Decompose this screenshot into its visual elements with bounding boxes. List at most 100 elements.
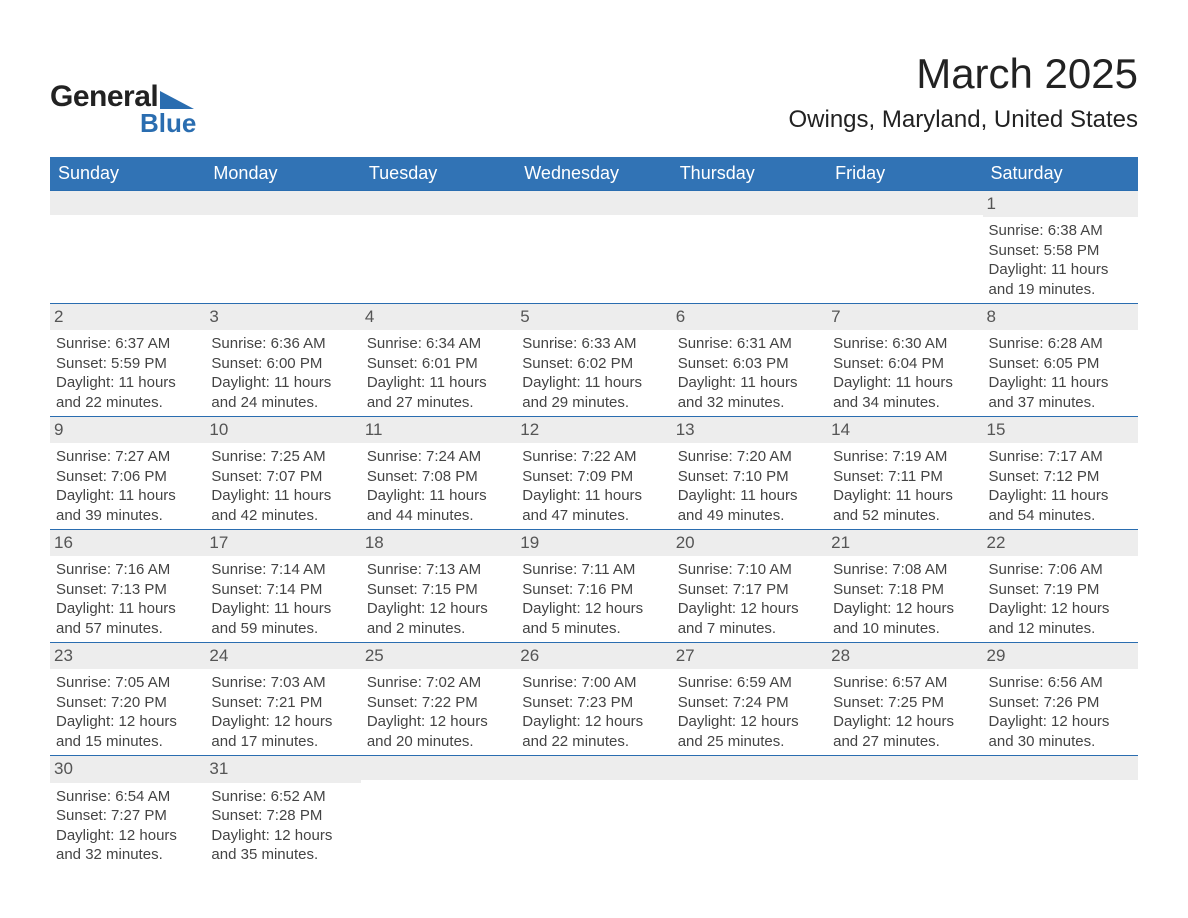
daylight-text: Daylight: 11 hours and 29 minutes. <box>522 373 665 412</box>
day-number <box>672 756 827 780</box>
day-number: 6 <box>672 304 827 330</box>
calendar-day: 12Sunrise: 7:22 AMSunset: 7:09 PMDayligh… <box>516 417 671 529</box>
sunrise-text: Sunrise: 6:56 AM <box>989 673 1132 693</box>
weekday-header: Saturday <box>983 157 1138 190</box>
day-number: 30 <box>50 756 205 782</box>
calendar-day-empty <box>205 191 360 303</box>
day-number <box>827 191 982 215</box>
day-number <box>361 191 516 215</box>
daylight-text: Daylight: 11 hours and 42 minutes. <box>211 486 354 525</box>
sunrise-text: Sunrise: 6:59 AM <box>678 673 821 693</box>
sunrise-text: Sunrise: 6:57 AM <box>833 673 976 693</box>
calendar-day: 15Sunrise: 7:17 AMSunset: 7:12 PMDayligh… <box>983 417 1138 529</box>
sunrise-text: Sunrise: 7:10 AM <box>678 560 821 580</box>
sunset-text: Sunset: 7:06 PM <box>56 467 199 487</box>
calendar-day: 3Sunrise: 6:36 AMSunset: 6:00 PMDaylight… <box>205 304 360 416</box>
daylight-text: Daylight: 12 hours and 10 minutes. <box>833 599 976 638</box>
sunset-text: Sunset: 7:17 PM <box>678 580 821 600</box>
calendar-day: 4Sunrise: 6:34 AMSunset: 6:01 PMDaylight… <box>361 304 516 416</box>
day-number: 9 <box>50 417 205 443</box>
calendar-week: 2Sunrise: 6:37 AMSunset: 5:59 PMDaylight… <box>50 303 1138 416</box>
daylight-text: Daylight: 11 hours and 44 minutes. <box>367 486 510 525</box>
sunset-text: Sunset: 7:23 PM <box>522 693 665 713</box>
sunrise-text: Sunrise: 7:19 AM <box>833 447 976 467</box>
sunrise-text: Sunrise: 7:03 AM <box>211 673 354 693</box>
sunset-text: Sunset: 6:01 PM <box>367 354 510 374</box>
calendar-day: 29Sunrise: 6:56 AMSunset: 7:26 PMDayligh… <box>983 643 1138 755</box>
daylight-text: Daylight: 12 hours and 27 minutes. <box>833 712 976 751</box>
sunset-text: Sunset: 7:07 PM <box>211 467 354 487</box>
sunrise-text: Sunrise: 6:34 AM <box>367 334 510 354</box>
day-number <box>827 756 982 780</box>
sunset-text: Sunset: 6:05 PM <box>989 354 1132 374</box>
weekday-header: Friday <box>827 157 982 190</box>
calendar-day: 1Sunrise: 6:38 AMSunset: 5:58 PMDaylight… <box>983 191 1138 303</box>
daylight-text: Daylight: 11 hours and 47 minutes. <box>522 486 665 525</box>
sunrise-text: Sunrise: 7:06 AM <box>989 560 1132 580</box>
day-number: 16 <box>50 530 205 556</box>
daylight-text: Daylight: 11 hours and 52 minutes. <box>833 486 976 525</box>
daylight-text: Daylight: 12 hours and 15 minutes. <box>56 712 199 751</box>
day-number: 28 <box>827 643 982 669</box>
daylight-text: Daylight: 11 hours and 57 minutes. <box>56 599 199 638</box>
brand-sub: Blue <box>140 108 196 139</box>
calendar-week: 9 Sunrise: 7:27 AMSunset: 7:06 PM Daylight… <box>50 416 1138 529</box>
day-number <box>516 191 671 215</box>
day-number: 13 <box>672 417 827 443</box>
day-number: 11 <box>361 417 516 443</box>
daylight-text: Daylight: 11 hours and 54 minutes. <box>989 486 1132 525</box>
weekday-header: Wednesday <box>516 157 671 190</box>
calendar-day: 17Sunrise: 7:14 AMSunset: 7:14 PMDayligh… <box>205 530 360 642</box>
sunrise-text: Sunrise: 7:27 AM <box>56 447 199 467</box>
day-number: 2 <box>50 304 205 330</box>
calendar-day-empty <box>361 191 516 303</box>
calendar-day-empty <box>827 191 982 303</box>
sunset-text: Sunset: 7:28 PM <box>211 806 354 826</box>
calendar-day-empty <box>50 191 205 303</box>
sunrise-text: Sunrise: 7:02 AM <box>367 673 510 693</box>
sunset-text: Sunset: 7:16 PM <box>522 580 665 600</box>
day-number: 15 <box>983 417 1138 443</box>
calendar-week: 23Sunrise: 7:05 AMSunset: 7:20 PMDayligh… <box>50 642 1138 755</box>
sunset-text: Sunset: 7:14 PM <box>211 580 354 600</box>
day-number: 19 <box>516 530 671 556</box>
sunrise-text: Sunrise: 7:13 AM <box>367 560 510 580</box>
page-title: March 2025 <box>789 50 1139 98</box>
sunrise-text: Sunrise: 7:11 AM <box>522 560 665 580</box>
sunset-text: Sunset: 7:22 PM <box>367 693 510 713</box>
daylight-text: Daylight: 12 hours and 25 minutes. <box>678 712 821 751</box>
sunrise-text: Sunrise: 7:14 AM <box>211 560 354 580</box>
day-number: 7 <box>827 304 982 330</box>
calendar-week: 1Sunrise: 6:38 AMSunset: 5:58 PMDaylight… <box>50 190 1138 303</box>
day-number: 21 <box>827 530 982 556</box>
sunset-text: Sunset: 7:19 PM <box>989 580 1132 600</box>
sunrise-text: Sunrise: 7:22 AM <box>522 447 665 467</box>
sunrise-text: Sunrise: 7:08 AM <box>833 560 976 580</box>
daylight-text: Daylight: 11 hours and 22 minutes. <box>56 373 199 412</box>
day-number <box>50 191 205 215</box>
calendar-day: 27Sunrise: 6:59 AMSunset: 7:24 PMDayligh… <box>672 643 827 755</box>
calendar-day: 6Sunrise: 6:31 AMSunset: 6:03 PMDaylight… <box>672 304 827 416</box>
day-number: 25 <box>361 643 516 669</box>
weekday-header: Thursday <box>672 157 827 190</box>
calendar-day: 28Sunrise: 6:57 AMSunset: 7:25 PMDayligh… <box>827 643 982 755</box>
calendar-day: 9Sunrise: 7:27 AMSunset: 7:06 PMDaylight… <box>50 417 205 529</box>
calendar-day-empty <box>672 191 827 303</box>
day-number: 31 <box>205 756 360 782</box>
sunset-text: Sunset: 7:11 PM <box>833 467 976 487</box>
sunrise-text: Sunrise: 7:20 AM <box>678 447 821 467</box>
calendar-day: 14Sunrise: 7:19 AMSunset: 7:11 PMDayligh… <box>827 417 982 529</box>
sunrise-text: Sunrise: 6:52 AM <box>211 787 354 807</box>
sunrise-text: Sunrise: 6:30 AM <box>833 334 976 354</box>
daylight-text: Daylight: 11 hours and 32 minutes. <box>678 373 821 412</box>
calendar-day: 19Sunrise: 7:11 AMSunset: 7:16 PMDayligh… <box>516 530 671 642</box>
daylight-text: Daylight: 11 hours and 19 minutes. <box>989 260 1132 299</box>
day-number: 12 <box>516 417 671 443</box>
daylight-text: Daylight: 12 hours and 20 minutes. <box>367 712 510 751</box>
brand-logo: General Blue <box>50 80 196 139</box>
calendar-day: 20Sunrise: 7:10 AMSunset: 7:17 PMDayligh… <box>672 530 827 642</box>
daylight-text: Daylight: 12 hours and 7 minutes. <box>678 599 821 638</box>
sunset-text: Sunset: 7:15 PM <box>367 580 510 600</box>
weekday-header-row: SundayMondayTuesdayWednesdayThursdayFrid… <box>50 157 1138 190</box>
daylight-text: Daylight: 11 hours and 27 minutes. <box>367 373 510 412</box>
